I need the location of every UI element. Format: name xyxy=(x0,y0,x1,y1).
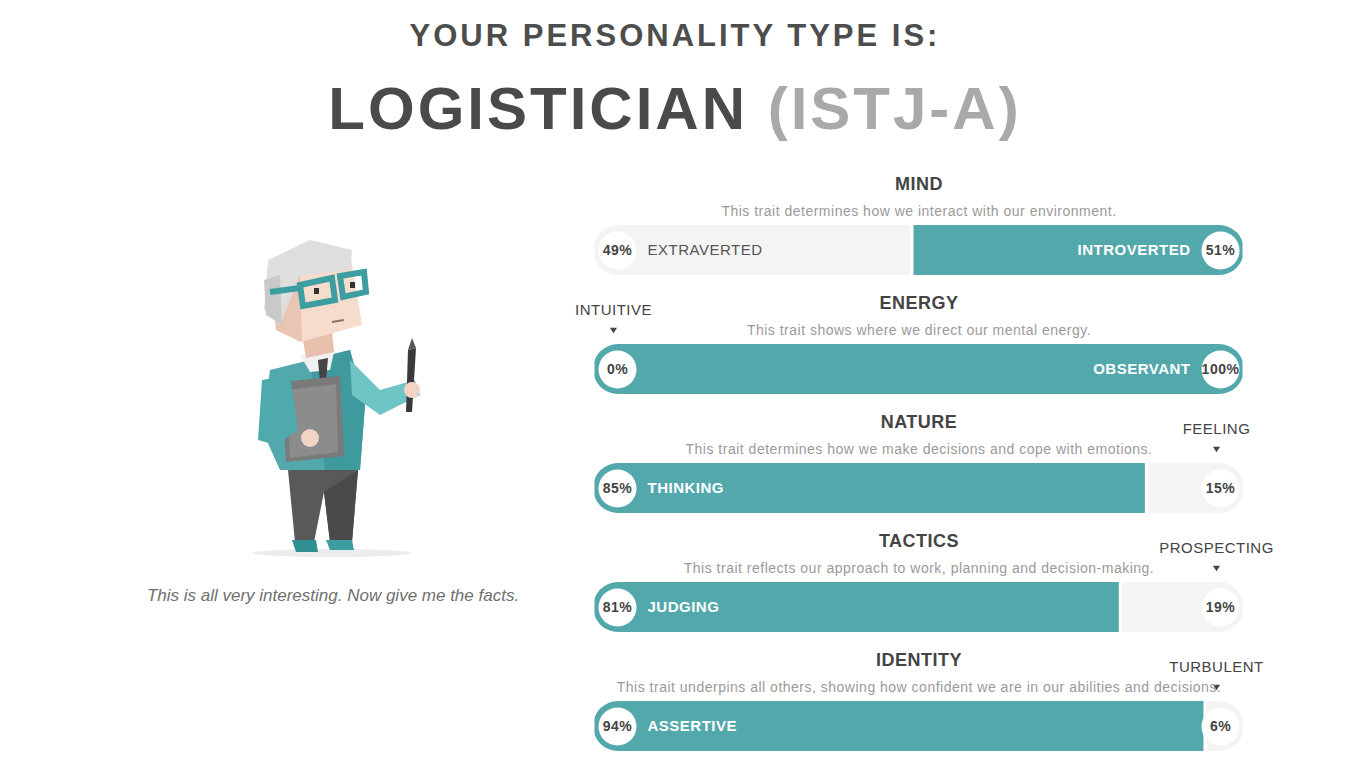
svg-text:MIND: MIND xyxy=(895,174,943,194)
svg-text:INTUITIVE: INTUITIVE xyxy=(575,301,652,318)
svg-text:51%: 51% xyxy=(1206,242,1236,258)
svg-text:This trait determines how we i: This trait determines how we interact wi… xyxy=(721,203,1116,219)
svg-text:TACTICS: TACTICS xyxy=(879,531,959,551)
svg-text:FEELING: FEELING xyxy=(1183,420,1251,437)
svg-text:94%: 94% xyxy=(603,718,633,734)
svg-text:IDENTITY: IDENTITY xyxy=(876,650,962,670)
svg-text:This trait shows where we dire: This trait shows where we direct our men… xyxy=(747,322,1091,338)
svg-text:19%: 19% xyxy=(1206,599,1236,615)
html-text:This is all very interesting.: This is all very interesting. Now give m… xyxy=(146,586,520,605)
svg-text:TURBULENT: TURBULENT xyxy=(1169,658,1264,675)
svg-text:49%: 49% xyxy=(603,242,633,258)
svg-text:THINKING: THINKING xyxy=(648,479,725,496)
html-text:LOGISTICIAN (ISTJ-A): LOGISTICIAN (ISTJ-A) xyxy=(328,75,1022,142)
svg-text:PROSPECTING: PROSPECTING xyxy=(1159,539,1274,556)
svg-text:0%: 0% xyxy=(607,361,628,377)
svg-text:This trait determines how we m: This trait determines how we make decisi… xyxy=(686,441,1153,457)
svg-text:6%: 6% xyxy=(1210,718,1231,734)
svg-text:85%: 85% xyxy=(603,480,633,496)
svg-text:81%: 81% xyxy=(603,599,633,615)
svg-text:This trait reflects our approa: This trait reflects our approach to work… xyxy=(684,560,1155,576)
html-text:YOUR PERSONALITY TYPE IS:: YOUR PERSONALITY TYPE IS: xyxy=(409,18,941,53)
svg-text:EXTRAVERTED: EXTRAVERTED xyxy=(648,241,763,258)
svg-text:This trait underpins all other: This trait underpins all others, showing… xyxy=(617,679,1221,695)
svg-text:ASSERTIVE: ASSERTIVE xyxy=(648,717,738,734)
svg-text:NATURE: NATURE xyxy=(881,412,958,432)
svg-text:100%: 100% xyxy=(1202,361,1240,377)
svg-text:OBSERVANT: OBSERVANT xyxy=(1093,360,1190,377)
svg-text:ENERGY: ENERGY xyxy=(879,293,958,313)
svg-text:INTROVERTED: INTROVERTED xyxy=(1077,241,1190,258)
svg-text:15%: 15% xyxy=(1206,480,1236,496)
svg-text:JUDGING: JUDGING xyxy=(648,598,720,615)
